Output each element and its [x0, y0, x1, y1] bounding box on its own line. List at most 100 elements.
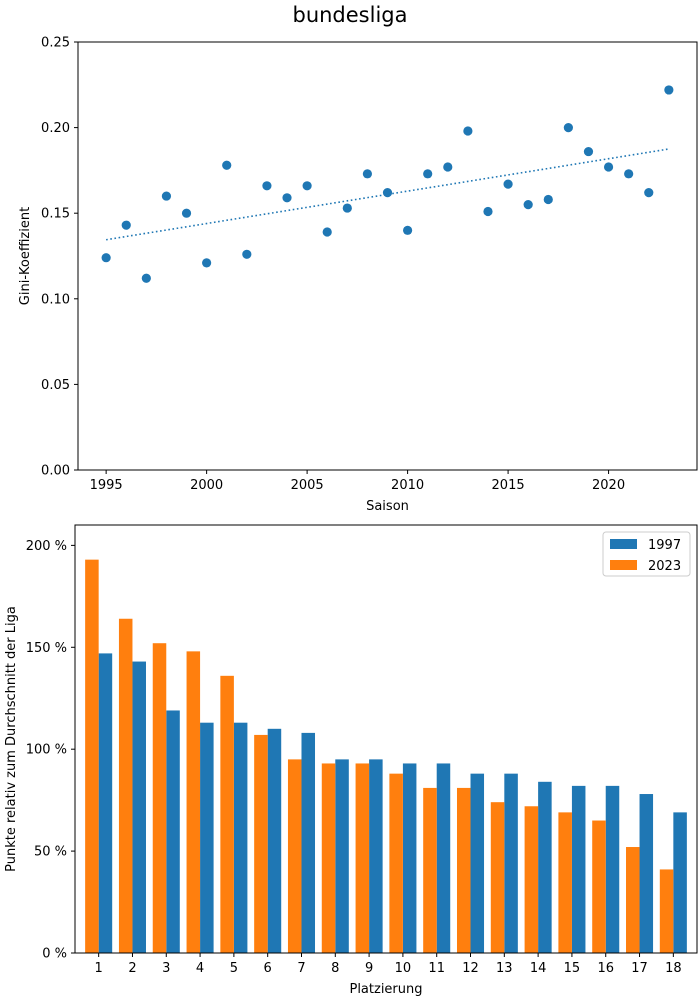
- scatter-point: [322, 227, 332, 237]
- bar-1997-3: [166, 710, 180, 953]
- scatter-point: [141, 273, 151, 283]
- gini-scatter-chart: 1995 2000 2005 2010 2015 2020 0.00 0.05 0.10 0.1…: [18, 36, 698, 514]
- legend-swatch: [610, 560, 637, 570]
- bar-1997-14: [538, 781, 552, 953]
- scatter-point: [342, 203, 352, 213]
- trend-line: [106, 148, 669, 241]
- bar-1997-10: [402, 763, 417, 953]
- bar-2023-18: [659, 869, 674, 953]
- y-tick-label: 0.15: [41, 207, 70, 222]
- scatter-point: [603, 162, 614, 172]
- bars: [85, 559, 687, 953]
- bar-2023-2: [118, 618, 133, 953]
- bar-2023-4: [186, 651, 201, 953]
- y-axis-label: Punkte relativ zum Durchschnitt der Liga: [4, 606, 19, 872]
- scatter-points: [101, 85, 674, 283]
- bar-1997-5: [233, 722, 248, 953]
- legend-label: 1997: [648, 538, 681, 553]
- legend: 1997 2023: [602, 531, 691, 577]
- bar-2023-12: [456, 787, 471, 953]
- y-axis-label: Gini-Koeffizient: [18, 207, 33, 305]
- y-tick-label: 50 %: [34, 845, 67, 860]
- bar-2023-7: [287, 759, 302, 953]
- x-tick-label: 11: [428, 961, 445, 976]
- bar-2023-5: [220, 675, 234, 953]
- y-axis-ticks: 0 % 50 % 100 % 150 % 200 %: [26, 539, 75, 962]
- x-tick-label: 2005: [291, 478, 324, 493]
- x-tick-label: 10: [395, 961, 412, 976]
- scatter-point: [443, 162, 453, 172]
- scatter-point: [202, 258, 212, 268]
- plot-frame: [74, 524, 698, 954]
- y-tick-label: 150 %: [26, 641, 67, 656]
- bar-1997-15: [571, 785, 586, 953]
- x-tick-label: 13: [496, 961, 513, 976]
- y-tick-label: 0.10: [41, 292, 70, 307]
- x-tick-label: 7: [297, 961, 305, 976]
- bar-1997-13: [504, 773, 518, 953]
- x-tick-label: 12: [462, 961, 479, 976]
- x-tick-label: 15: [564, 961, 581, 976]
- scatter-point: [503, 179, 513, 189]
- bar-2023-6: [254, 734, 268, 953]
- scatter-point: [483, 206, 493, 217]
- x-tick-label: 17: [631, 961, 648, 976]
- bar-2023-14: [524, 806, 539, 953]
- scatter-point: [282, 193, 292, 203]
- scatter-point: [423, 169, 433, 179]
- bar-2023-13: [490, 802, 505, 953]
- bar-1997-16: [605, 785, 620, 953]
- bar-1997-12: [470, 773, 485, 953]
- bar-1997-8: [335, 759, 349, 953]
- x-tick-label: 2: [128, 961, 136, 976]
- legend-label: 2023: [648, 559, 681, 574]
- scatter-point: [402, 225, 413, 235]
- y-tick-label: 0.00: [41, 464, 70, 479]
- x-tick-label: 2020: [592, 478, 625, 493]
- scatter-point: [644, 188, 654, 198]
- scatter-point: [583, 146, 594, 157]
- bar-2023-17: [626, 847, 640, 953]
- points-bar-chart: 1 2 3 4 5 6 7 8 9 10 11 12 13 14 15 16 17 18 0 %50 %100 %…: [4, 524, 698, 997]
- bar-1997-7: [301, 732, 316, 953]
- plot-frame: [77, 41, 698, 471]
- x-tick-label: 9: [365, 961, 373, 976]
- bar-1997-2: [132, 661, 146, 953]
- x-tick-label: 2010: [391, 478, 424, 493]
- scatter-point: [543, 194, 553, 205]
- bar-1997-4: [200, 722, 214, 953]
- bar-2023-3: [152, 643, 167, 953]
- x-tick-label: 4: [196, 961, 204, 976]
- x-tick-label: 1: [95, 961, 103, 976]
- x-axis-label: Platzierung: [349, 982, 422, 997]
- scatter-point: [101, 253, 111, 263]
- trendline: [106, 148, 669, 241]
- x-tick-label: 2015: [492, 478, 525, 493]
- bar-1997-17: [639, 794, 654, 953]
- scatter-point: [242, 249, 252, 259]
- y-tick-label: 0.20: [41, 121, 70, 136]
- legend-swatch: [610, 539, 637, 549]
- y-tick-label: 0.25: [41, 36, 70, 51]
- x-tick-label: 6: [264, 961, 272, 976]
- y-axis-ticks: 0.00 0.05 0.10 0.15 0.20 0.25: [41, 36, 78, 479]
- scatter-point: [181, 208, 192, 218]
- bar-2023-16: [592, 820, 606, 953]
- y-tick-label: 0 %: [42, 947, 67, 962]
- bar-2023-11: [423, 787, 437, 953]
- scatter-point: [463, 126, 473, 136]
- scatter-point: [563, 123, 573, 133]
- scatter-point: [624, 169, 634, 179]
- scatter-point: [161, 191, 172, 201]
- x-axis-ticks: 1 2 3 4 5 6 7 8 9 10 11 12 13 14 15 16 17 18: [95, 953, 682, 976]
- bar-2023-9: [355, 763, 370, 953]
- x-axis-label: Saison: [366, 499, 409, 514]
- scatter-point: [262, 181, 272, 191]
- bar-1997-18: [673, 812, 687, 953]
- x-tick-label: 16: [597, 961, 614, 976]
- bar-2023-10: [389, 773, 403, 953]
- x-tick-label: 8: [331, 961, 339, 976]
- x-tick-label: 14: [530, 961, 547, 976]
- bar-2023-15: [558, 812, 572, 953]
